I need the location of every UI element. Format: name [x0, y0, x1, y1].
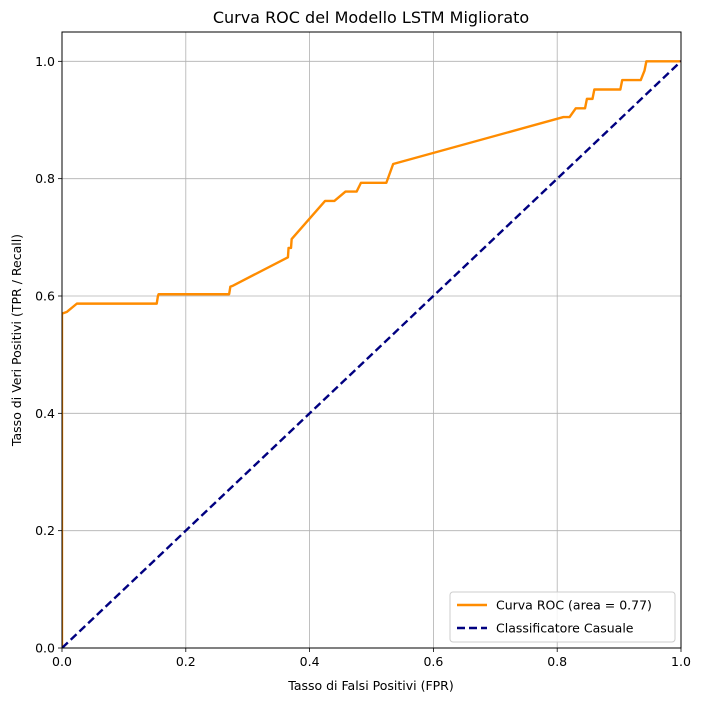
y-tick-label: 0.2 — [35, 523, 55, 538]
y-tick-label: 0.0 — [35, 641, 55, 656]
legend-box — [449, 591, 676, 643]
y-tick-label: 0.6 — [35, 289, 55, 304]
y-tick-label: 1.0 — [35, 54, 55, 69]
chart-title: Curva ROC del Modello LSTM Migliorato — [213, 8, 529, 27]
roc-curve-line — [62, 60, 681, 648]
plot-frame — [61, 31, 682, 649]
x-tick-label: 0.6 — [423, 654, 443, 669]
legend-label-roc: Curva ROC (area = 0.77) — [496, 598, 652, 613]
y-tick-label: 0.8 — [35, 171, 55, 186]
x-axis-ticks: 0.0 0.2 0.4 0.6 0.8 1.0 — [52, 648, 691, 669]
x-tick-label: 0.2 — [176, 654, 196, 669]
x-tick-label: 0.8 — [547, 654, 567, 669]
y-axis-label: Tasso di Veri Positivi (TPR / Recall) — [9, 234, 24, 447]
legend-label-random: Classificatore Casuale — [496, 621, 634, 636]
x-tick-label: 0.0 — [52, 654, 72, 669]
legend: Curva ROC (area = 0.77) Classificatore C… — [449, 591, 676, 643]
plot-background — [62, 32, 681, 648]
y-axis-ticks: 0.0 0.2 0.4 0.6 0.8 1.0 — [35, 54, 62, 656]
x-axis-label: Tasso di Falsi Positivi (FPR) — [287, 678, 454, 693]
x-tick-label: 1.0 — [671, 654, 691, 669]
y-tick-label: 0.4 — [35, 406, 55, 421]
series-layer — [62, 60, 681, 648]
x-tick-label: 0.4 — [300, 654, 320, 669]
random-classifier-line — [62, 60, 681, 648]
